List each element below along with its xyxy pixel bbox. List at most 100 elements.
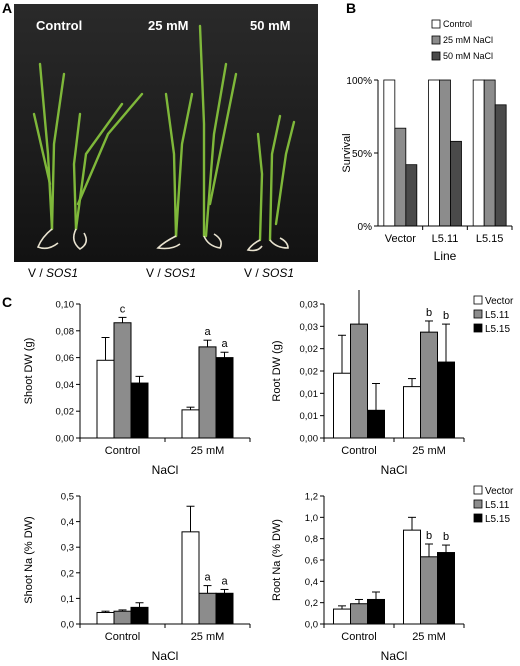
shoot-dw-chart: 0,00 0,02 0,04 0,06 0,08 0,10 Shoot DW (g) Cont… (23, 300, 251, 476)
y-axis-label: Shoot Na (% DW) (23, 516, 35, 603)
bar (472, 79, 485, 227)
bar (437, 552, 455, 625)
y-axis-label: Root DW (g) (271, 340, 283, 401)
bar (215, 357, 234, 439)
survival-chart: Control 25 mM NaCl 50 mM NaCl 0% 50% 100% Surv… (341, 19, 513, 263)
bar (96, 611, 115, 625)
bar (437, 361, 455, 439)
bar (367, 409, 385, 439)
x-tick-label: 25 mM (412, 445, 446, 457)
legend-label: L5.11 (485, 310, 510, 321)
significance-letter: a (221, 338, 228, 350)
y-tick-label: 0,03 (300, 300, 319, 311)
y-tick-label: 0,4 (61, 517, 74, 528)
bar (483, 79, 496, 227)
legend-label: Vector (485, 486, 514, 497)
seedling-illustration (32, 24, 296, 252)
legend-swatch (431, 35, 441, 45)
genotype-label-3: V / SOS1 (244, 266, 294, 280)
y-tick-label: 1,0 (305, 513, 318, 524)
y-tick-label: 0,3 (61, 543, 74, 554)
bar (428, 79, 440, 227)
y-axis-label: Shoot DW (g) (23, 338, 35, 405)
y-tick-label: 50% (352, 149, 372, 160)
y-tick-label: 0,5 (61, 492, 74, 503)
y-tick-label: 0,01 (300, 411, 319, 422)
photo-label-50mm: 50 mM (250, 18, 291, 33)
legend-swatch (473, 485, 483, 495)
y-tick-label: 0,02 (300, 344, 319, 355)
legend-swatch (473, 323, 483, 333)
bar (420, 331, 438, 439)
bar (130, 606, 149, 625)
bar (450, 140, 462, 227)
y-tick-label: 0,08 (56, 326, 75, 337)
x-tick-label: Control (105, 631, 140, 643)
y-tick-label: 100% (346, 76, 372, 87)
legend-swatch (431, 51, 441, 61)
bar (215, 592, 234, 625)
significance-letter: a (204, 572, 211, 584)
significance-letter: b (443, 310, 449, 322)
genotype-label-2: V / SOS1 (146, 266, 196, 280)
x-tick-label: 25 mM (191, 445, 225, 457)
bar (383, 79, 396, 227)
significance-letter: a (204, 326, 211, 338)
genotype-label-1: V / SOS1 (28, 266, 78, 280)
y-axis-label: Root Na (% DW) (271, 519, 283, 601)
bar (113, 610, 132, 625)
genotype-prefix: V / (146, 266, 165, 280)
legend-swatch (473, 309, 483, 319)
y-tick-label: 0,00 (300, 434, 319, 445)
legend-label: 50 mM NaCl (443, 51, 493, 61)
x-axis-label: Line (434, 249, 457, 263)
legend-label: Control (443, 19, 472, 29)
bar (350, 323, 368, 439)
bar (96, 359, 115, 439)
y-tick-label: 0,01 (300, 389, 319, 400)
x-axis-label: NaCl (152, 649, 179, 663)
legend-label: 25 mM NaCl (443, 35, 493, 45)
legend-label: Vector (485, 296, 514, 307)
bar (367, 598, 385, 625)
y-tick-label: 0,2 (61, 568, 74, 579)
bar (403, 386, 421, 439)
bar (494, 104, 507, 227)
x-tick-label: Control (341, 631, 376, 643)
y-tick-label: 0,8 (305, 534, 318, 545)
significance-letter: a (221, 575, 228, 587)
x-tick-label: L5.15 (476, 233, 504, 245)
legend-label: L5.15 (485, 324, 510, 335)
significance-letter: b (443, 531, 449, 543)
y-tick-label: 0,0 (61, 620, 74, 631)
x-tick-label: Vector (385, 233, 417, 245)
bar (394, 127, 407, 227)
y-tick-label: 0,4 (305, 577, 318, 588)
y-tick-label: 0,6 (305, 556, 318, 567)
y-tick-label: 0,00 (56, 434, 75, 445)
photo-label-25mm: 25 mM (148, 18, 189, 33)
legend-swatch (473, 513, 483, 523)
genotype-prefix: V / (244, 266, 263, 280)
bar (113, 322, 132, 439)
panel-letter-b: B (346, 0, 357, 16)
bar (181, 409, 200, 439)
x-tick-label: L5.11 (432, 233, 459, 245)
bar (405, 164, 418, 227)
y-tick-label: 0,1 (61, 594, 74, 605)
bar (333, 372, 351, 439)
bar (181, 531, 200, 625)
bar (333, 608, 351, 625)
panel-letter-c: C (2, 294, 13, 310)
bar (420, 556, 438, 625)
y-tick-label: 0,2 (305, 598, 318, 609)
y-tick-label: 0,10 (56, 300, 75, 311)
significance-letter: c (120, 303, 126, 315)
x-tick-label: 25 mM (412, 631, 446, 643)
legend-swatch (473, 295, 483, 305)
y-tick-label: 0,03 (300, 322, 319, 333)
genotype-gene: SOS1 (262, 266, 295, 280)
x-axis-label: NaCl (381, 649, 408, 663)
genotype-prefix: V / (28, 266, 47, 280)
significance-letter: b (426, 307, 432, 319)
